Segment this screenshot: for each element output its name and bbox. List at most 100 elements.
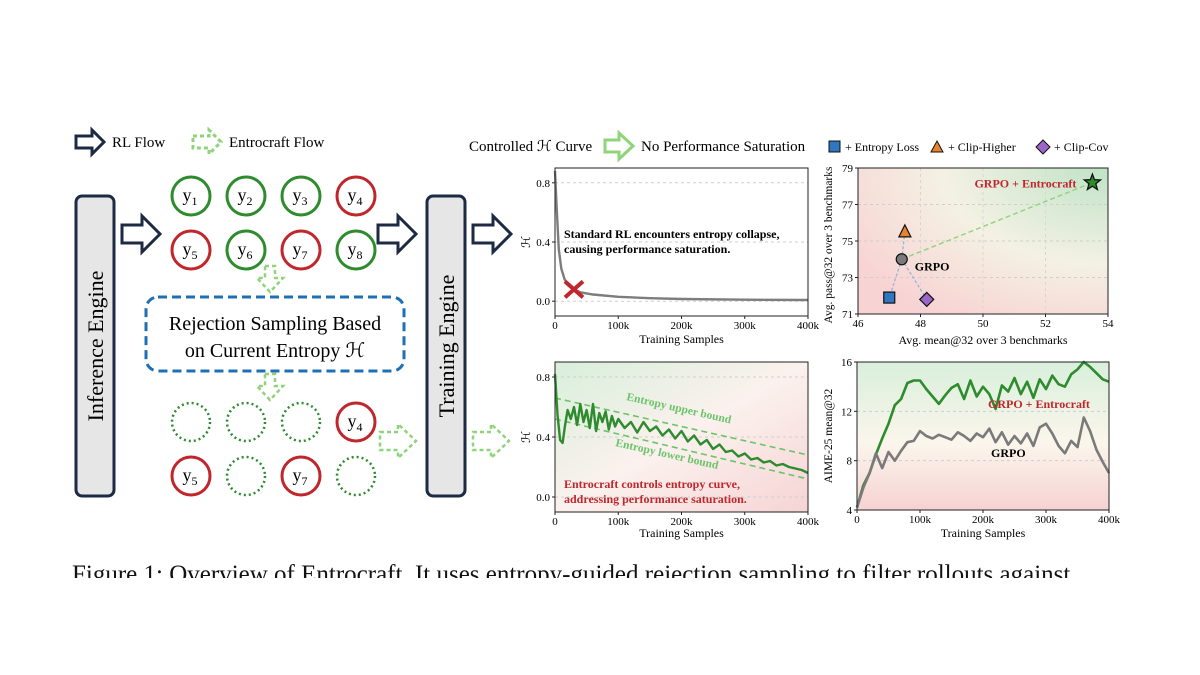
grpo-point-label: GRPO (915, 259, 950, 273)
figure-caption: Figure 1: Overview of Entrocraft. It use… (72, 556, 1132, 578)
x-tick-label: 200k (972, 514, 995, 526)
rollout-subscript: 5 (192, 248, 198, 262)
y-axis-label: ℋ (519, 236, 533, 248)
entrocraft-entropy-line (553, 373, 809, 475)
rl-flow-arrows (120, 212, 514, 256)
training-engine-label: Training Engine (434, 275, 459, 418)
y-axis-label: Avg. pass@32 over 3 benchmarks (823, 166, 835, 323)
rl-flow-arrow-icon (74, 126, 107, 158)
y-tick-label: 12 (841, 406, 852, 418)
annotation-line: causing performance saturation. (564, 242, 730, 256)
rollout-circle (225, 229, 267, 271)
x-tick-label: 100k (909, 514, 932, 526)
rollout-circle (335, 229, 377, 271)
clip-cov-label: + Clip-Cov (1054, 140, 1108, 154)
rollout-circle (170, 401, 212, 443)
y-tick-label: 0.8 (536, 372, 550, 384)
controlled-arrow-icon (603, 129, 636, 163)
entropy-loss-square-icon (828, 140, 841, 153)
y-tick-label: 16 (841, 357, 853, 369)
plot-frame (857, 167, 1109, 315)
chart-entropy-collapse: 0 100k 200k 300k 400k 0.0 0.4 0.8 Standard RL en… (519, 167, 820, 346)
entrocraft-arrow-icon (378, 421, 418, 461)
rejection-box-line1: Rejection Sampling Based (169, 313, 381, 335)
entrocraft-star-point (1082, 172, 1103, 191)
x-tick-label: 100k (607, 516, 630, 528)
upper-bound-line (554, 397, 809, 456)
rollout-subscript: 3 (302, 194, 308, 208)
connector-line (901, 181, 1093, 260)
rollout-circle (280, 229, 322, 271)
x-tick-label: 300k (734, 516, 757, 528)
chart-pass-vs-mean-scatter: 46 48 50 52 54 71 73 75 77 79 GRPO GRPO + Entrocraf… (823, 163, 1114, 347)
clip-higher-point (897, 223, 912, 238)
y-tick-label: 79 (842, 163, 854, 175)
y-axis-label: AIME-25 mean@32 (823, 388, 835, 483)
figure-caption-text: Figure 1: Overview of Entrocraft. It use… (72, 561, 1071, 578)
entropy-loss-label: + Entropy Loss (845, 140, 919, 154)
x-tick-label: 100k (607, 320, 630, 332)
rejection-sampling-box: Rejection Sampling Based on Current Entr… (144, 295, 406, 373)
x-tick-label: 300k (734, 320, 757, 332)
rollout-subscript: 6 (247, 248, 253, 262)
y-tick-label: 77 (842, 200, 854, 212)
rollout-circle (170, 229, 212, 271)
x-tick-label: 0 (854, 514, 860, 526)
entrocraft-arrow-icon (471, 421, 511, 461)
rl-flow-label: RL Flow (112, 135, 165, 151)
entrocraft-arrow-icon (254, 372, 286, 402)
clip-higher-triangle-icon (930, 139, 944, 153)
rollout-subscript: 8 (357, 248, 363, 262)
x-tick-label: 400k (797, 320, 820, 332)
chart-aime-mean: 0 100k 200k 300k 400k 4 8 12 16 GRPO + Entrocraft… (823, 357, 1121, 540)
legend-left: RL Flow Entrocraft Flow (74, 126, 325, 158)
rollout-subscript: 7 (302, 474, 308, 488)
rollout-circle (225, 401, 267, 443)
rollout-circle (335, 401, 377, 443)
entrocraft-point-label: GRPO + Entrocraft (974, 177, 1076, 191)
x-tick-label: 400k (797, 516, 820, 528)
rollout-circle (280, 401, 322, 443)
plot-frame (554, 167, 809, 317)
y-tick-label: 71 (842, 309, 853, 321)
rollout-subscript: 4 (357, 420, 363, 434)
y-tick-label: 8 (847, 456, 853, 468)
x-axis-label: Avg. mean@32 over 3 benchmarks (898, 333, 1067, 347)
annotation-line: Standard RL encounters entropy collapse, (564, 227, 779, 241)
y-tick-label: 0.4 (536, 237, 550, 249)
x-tick-label: 300k (1035, 514, 1058, 526)
x-tick-label: 0 (552, 320, 558, 332)
collapse-x-marker-icon (563, 279, 585, 299)
no-saturation-label: No Performance Saturation (641, 139, 806, 155)
rl-arrow-icon (376, 212, 419, 256)
x-axis-label: Training Samples (639, 332, 724, 346)
connector-line (901, 258, 928, 300)
x-tick-label: 54 (1103, 318, 1115, 330)
rollout-circle (225, 175, 267, 217)
entropy-loss-point (883, 291, 896, 304)
y-tick-label: 73 (842, 273, 854, 285)
aime-series-line (855, 416, 1111, 508)
y-axis-label: ℋ (519, 431, 533, 443)
rl-arrow-icon (471, 212, 514, 256)
x-tick-label: 400k (1098, 514, 1121, 526)
connector-line (888, 259, 903, 298)
entrocraft-flow-arrow-icon (191, 126, 224, 158)
x-axis-label: Training Samples (941, 526, 1026, 540)
rollout-subscript: 1 (192, 194, 198, 208)
legend-right: Controlled ℋ Curve No Performance Satura… (469, 129, 1108, 163)
x-tick-label: 52 (1040, 318, 1051, 330)
rollout-subscript: 5 (192, 474, 198, 488)
controlled-curve-label: Controlled ℋ Curve (469, 139, 592, 155)
x-tick-label: 48 (915, 318, 927, 330)
annotation-line: Entrocraft controls entropy curve, (564, 477, 740, 491)
rollout-circle (280, 175, 322, 217)
rollout-circle (280, 455, 322, 497)
x-tick-label: 200k (671, 320, 694, 332)
clip-cov-diamond-icon (1035, 139, 1051, 155)
rollout-subscript: 2 (247, 194, 253, 208)
entrocraft-series-label: GRPO + Entrocraft (988, 397, 1090, 411)
rollout-circle (225, 455, 267, 497)
y-tick-label: 75 (842, 236, 854, 248)
y-tick-label: 0.0 (536, 492, 550, 504)
